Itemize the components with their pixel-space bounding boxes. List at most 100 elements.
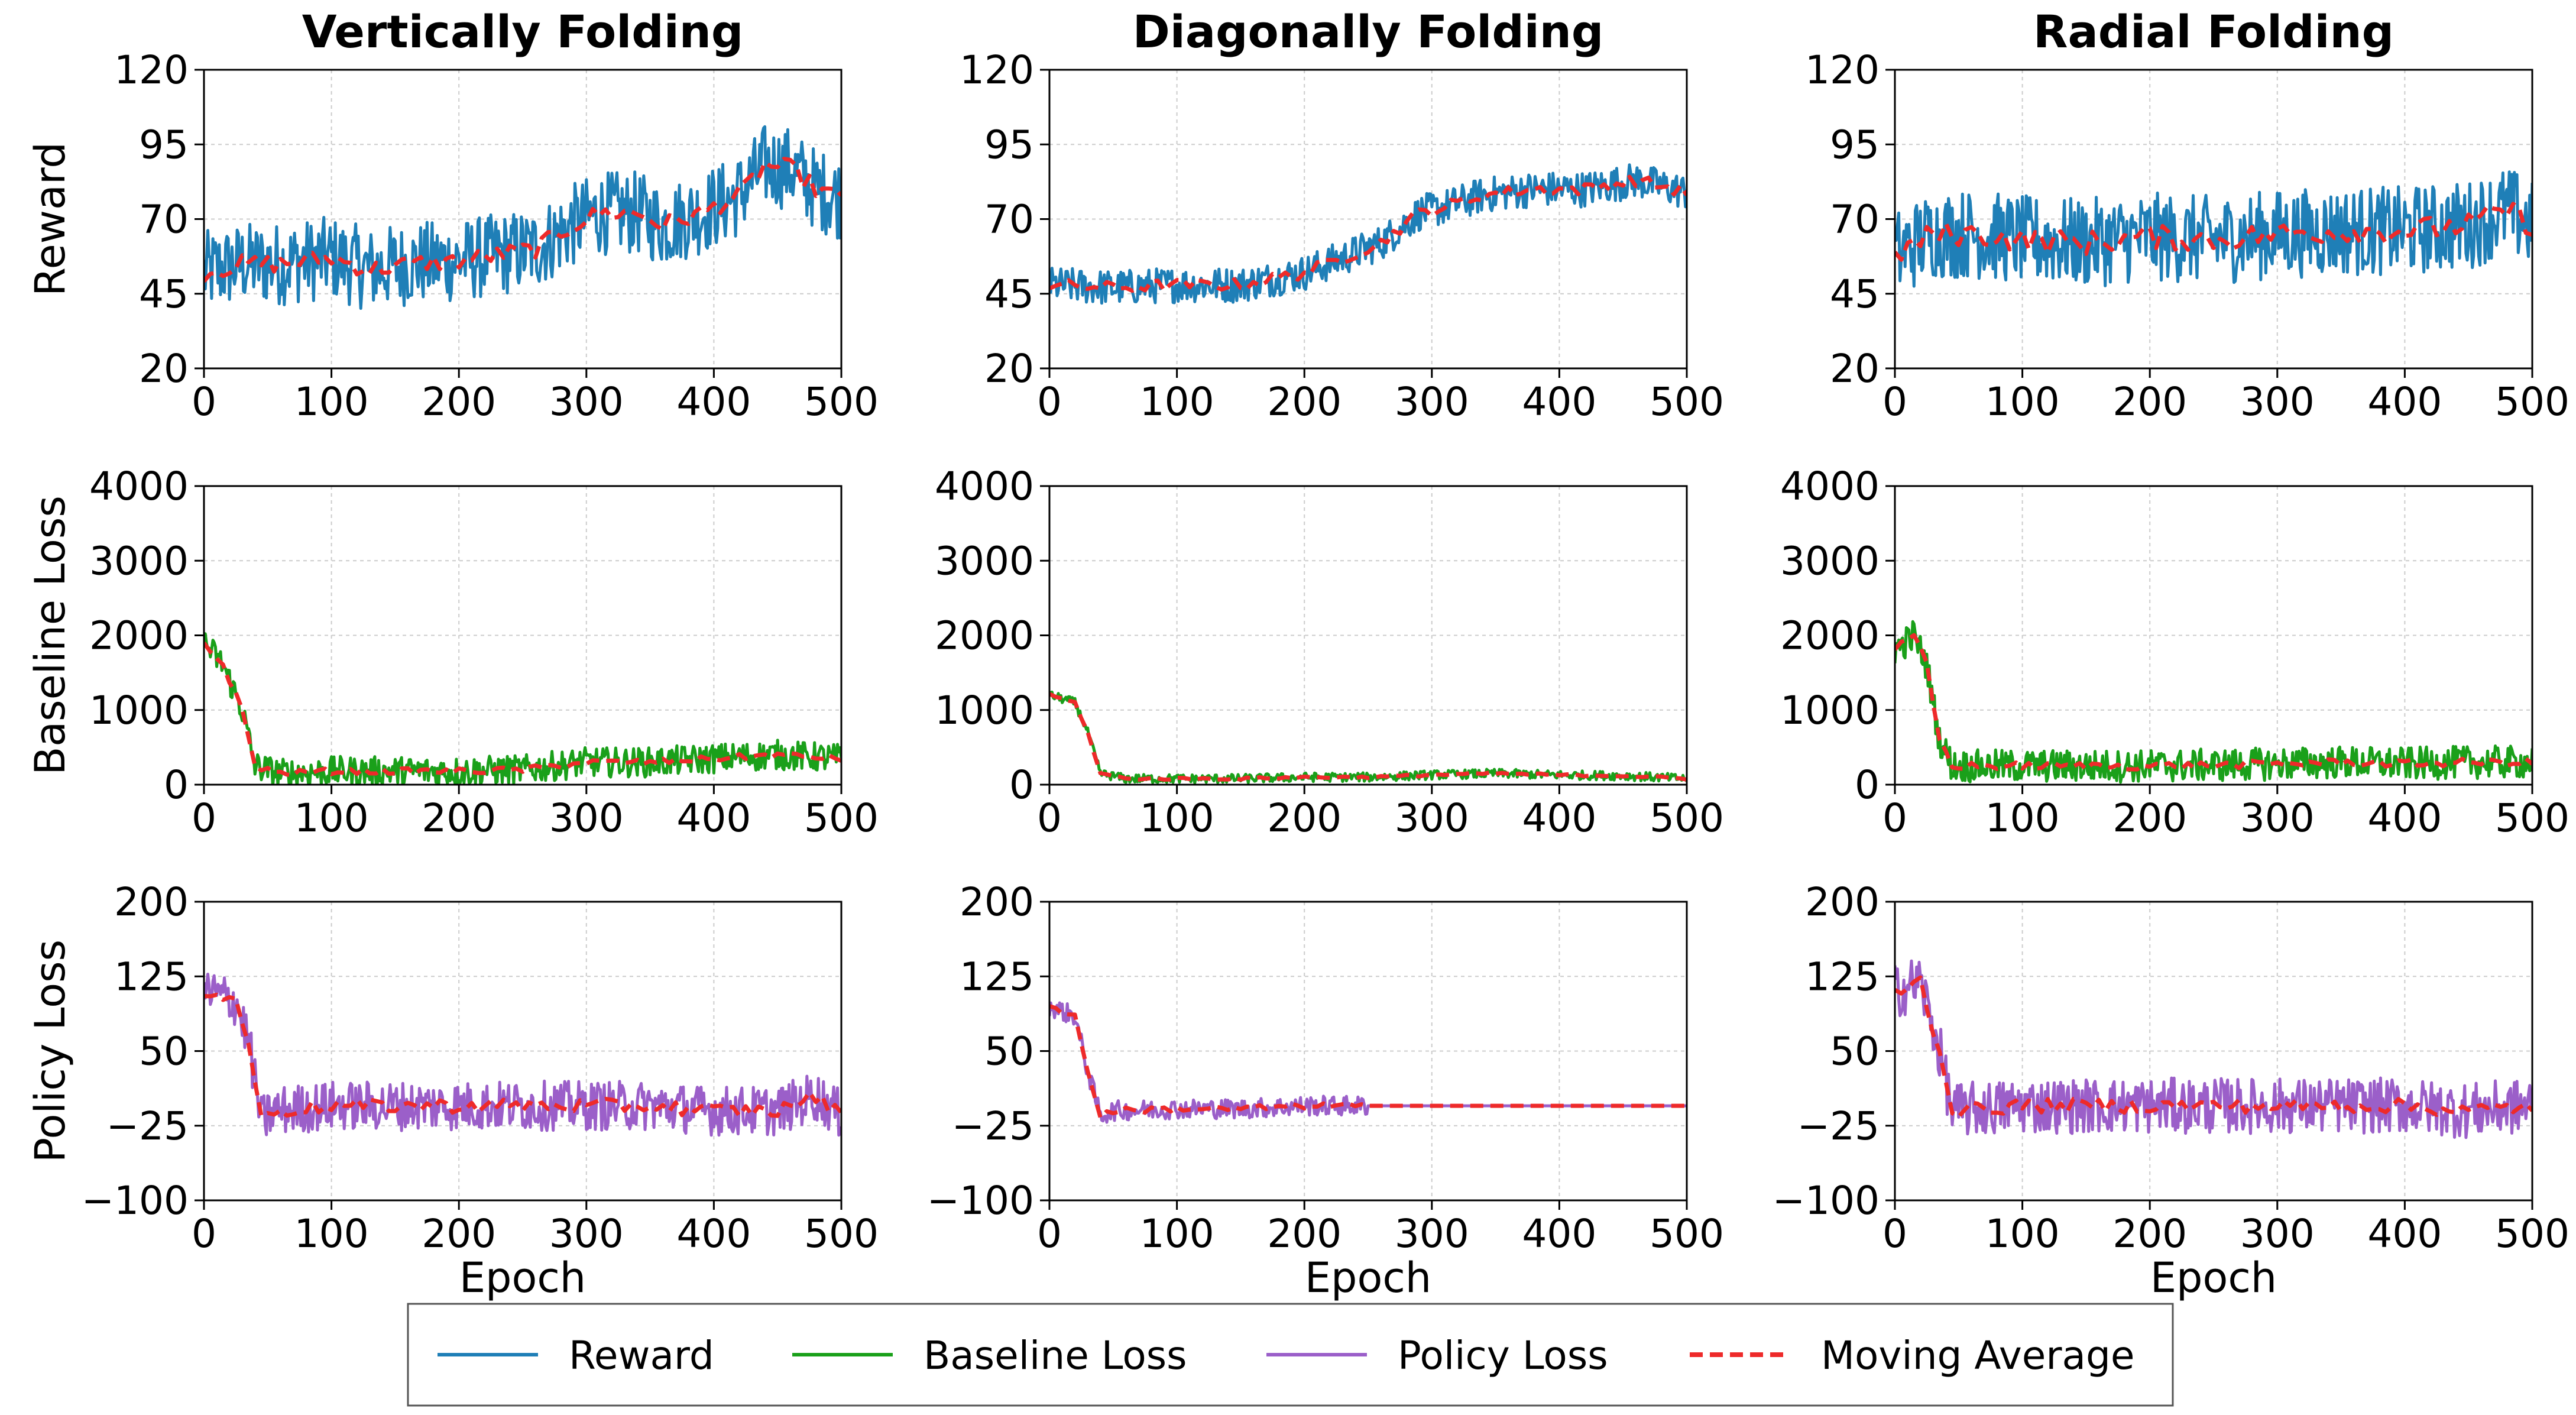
series-line-baseline-loss: [1049, 691, 1687, 785]
series-line-policy-loss: [1895, 959, 2532, 1139]
x-tick-label: 400: [676, 1211, 751, 1257]
panel-df_reward: 0 100 200 300 400 500 20 45 70 95 120 Diagonally Fo…: [960, 5, 1724, 425]
x-tick-label: 0: [1037, 1211, 1062, 1257]
y-tick-label: 20: [984, 346, 1034, 391]
x-tick-label: 0: [1037, 795, 1062, 841]
y-tick-label: 4000: [1780, 464, 1880, 509]
y-tick-label: 120: [960, 47, 1034, 93]
y-tick-label: 3000: [935, 538, 1034, 584]
x-axis-label: Epoch: [459, 1254, 586, 1302]
x-tick-label: 500: [804, 795, 879, 841]
x-tick-label: 100: [294, 1211, 369, 1257]
x-tick-label: 400: [1522, 795, 1596, 841]
y-tick-label: 0: [164, 762, 189, 808]
x-tick-label: 400: [676, 795, 751, 841]
column-title: Radial Folding: [2033, 5, 2394, 58]
y-tick-label: −100: [927, 1178, 1034, 1223]
y-tick-label: 45: [1830, 271, 1880, 317]
series-line-moving-average: [1895, 975, 2532, 1119]
series-line-moving-average: [1895, 202, 2532, 262]
x-tick-label: 200: [422, 1211, 496, 1257]
x-tick-label: 500: [1650, 1211, 1724, 1257]
y-tick-label: −25: [952, 1103, 1034, 1149]
x-tick-label: 100: [1140, 795, 1214, 841]
y-axis-label: Policy Loss: [26, 940, 74, 1163]
y-tick-label: 200: [114, 879, 189, 925]
y-tick-label: 200: [1805, 879, 1880, 925]
y-tick-label: 1000: [89, 688, 189, 733]
y-axis-label: Baseline Loss: [26, 496, 74, 775]
series-line-moving-average: [204, 157, 841, 283]
x-tick-label: 200: [2112, 379, 2187, 425]
x-tick-label: 500: [1650, 379, 1724, 425]
x-tick-label: 100: [294, 379, 369, 425]
x-tick-label: 0: [192, 1211, 216, 1257]
y-tick-label: −25: [106, 1103, 189, 1149]
series-line-moving-average: [1049, 692, 1687, 782]
series-line-moving-average: [204, 992, 841, 1118]
panel-df_baseline: 0 100 200 300 400 500 0 1000 2000 3000 4000: [935, 464, 1724, 841]
legend: Reward Baseline Loss Policy Loss Moving Ave…: [407, 1303, 2174, 1407]
series-line-moving-average: [1895, 633, 2532, 772]
y-tick-label: 120: [1805, 47, 1880, 93]
y-tick-label: 125: [114, 954, 189, 999]
y-tick-label: 95: [1830, 122, 1880, 167]
x-tick-label: 100: [1985, 795, 2060, 841]
x-tick-label: 0: [1037, 379, 1062, 425]
x-tick-label: 200: [1267, 379, 1342, 425]
y-tick-label: 50: [139, 1029, 189, 1074]
x-tick-label: 300: [549, 795, 624, 841]
x-tick-label: 300: [2240, 795, 2315, 841]
x-tick-label: 300: [2240, 379, 2315, 425]
column-title: Vertically Folding: [302, 5, 744, 58]
x-tick-label: 400: [1522, 1211, 1596, 1257]
series-line-moving-average: [1049, 174, 1687, 293]
series-line-baseline-loss: [204, 632, 841, 785]
x-tick-label: 400: [2367, 1211, 2442, 1257]
x-tick-label: 200: [422, 795, 496, 841]
y-tick-label: 70: [1830, 197, 1880, 242]
x-tick-label: 300: [1395, 795, 1469, 841]
x-tick-label: 200: [2112, 795, 2187, 841]
y-tick-label: 70: [139, 197, 189, 242]
y-tick-label: −25: [1797, 1103, 1880, 1149]
x-tick-label: 400: [676, 379, 751, 425]
panel-vf_policy: 0 100 200 300 400 500 −100 −25 50 125 200 Policy Lo…: [26, 879, 879, 1302]
series-line-moving-average: [1049, 1004, 1687, 1120]
x-tick-label: 300: [549, 379, 624, 425]
series-line-moving-average: [204, 642, 841, 778]
x-tick-label: 200: [1267, 795, 1342, 841]
x-tick-label: 500: [804, 379, 879, 425]
y-axis-label: Reward: [26, 142, 74, 296]
x-tick-label: 0: [192, 795, 216, 841]
x-tick-label: 300: [549, 1211, 624, 1257]
x-tick-label: 500: [2495, 795, 2569, 841]
x-tick-label: 100: [1140, 379, 1214, 425]
x-tick-label: 0: [1882, 795, 1907, 841]
series-line-policy-loss: [204, 973, 841, 1137]
y-tick-label: 4000: [935, 464, 1034, 509]
x-tick-label: 300: [1395, 379, 1469, 425]
x-tick-label: 200: [2112, 1211, 2187, 1257]
x-tick-label: 0: [192, 379, 216, 425]
series-line-baseline-loss: [1895, 620, 2532, 784]
x-axis-label: Epoch: [1305, 1254, 1431, 1302]
x-tick-label: 500: [2495, 379, 2569, 425]
y-tick-label: 0: [1009, 762, 1034, 808]
y-tick-label: 125: [1805, 954, 1880, 999]
y-tick-label: 2000: [935, 613, 1034, 659]
y-tick-label: 95: [984, 122, 1034, 167]
x-tick-label: 0: [1882, 379, 1907, 425]
y-tick-label: 50: [1830, 1029, 1880, 1074]
x-tick-label: 0: [1882, 1211, 1907, 1257]
y-tick-label: 2000: [1780, 613, 1880, 659]
column-title: Diagonally Folding: [1133, 5, 1604, 58]
series-line-reward: [1895, 170, 2532, 288]
y-tick-label: 1000: [1780, 688, 1880, 733]
x-tick-label: 200: [422, 379, 496, 425]
legend-label: Baseline Loss: [924, 1333, 1187, 1378]
legend-label: Reward: [569, 1333, 714, 1378]
